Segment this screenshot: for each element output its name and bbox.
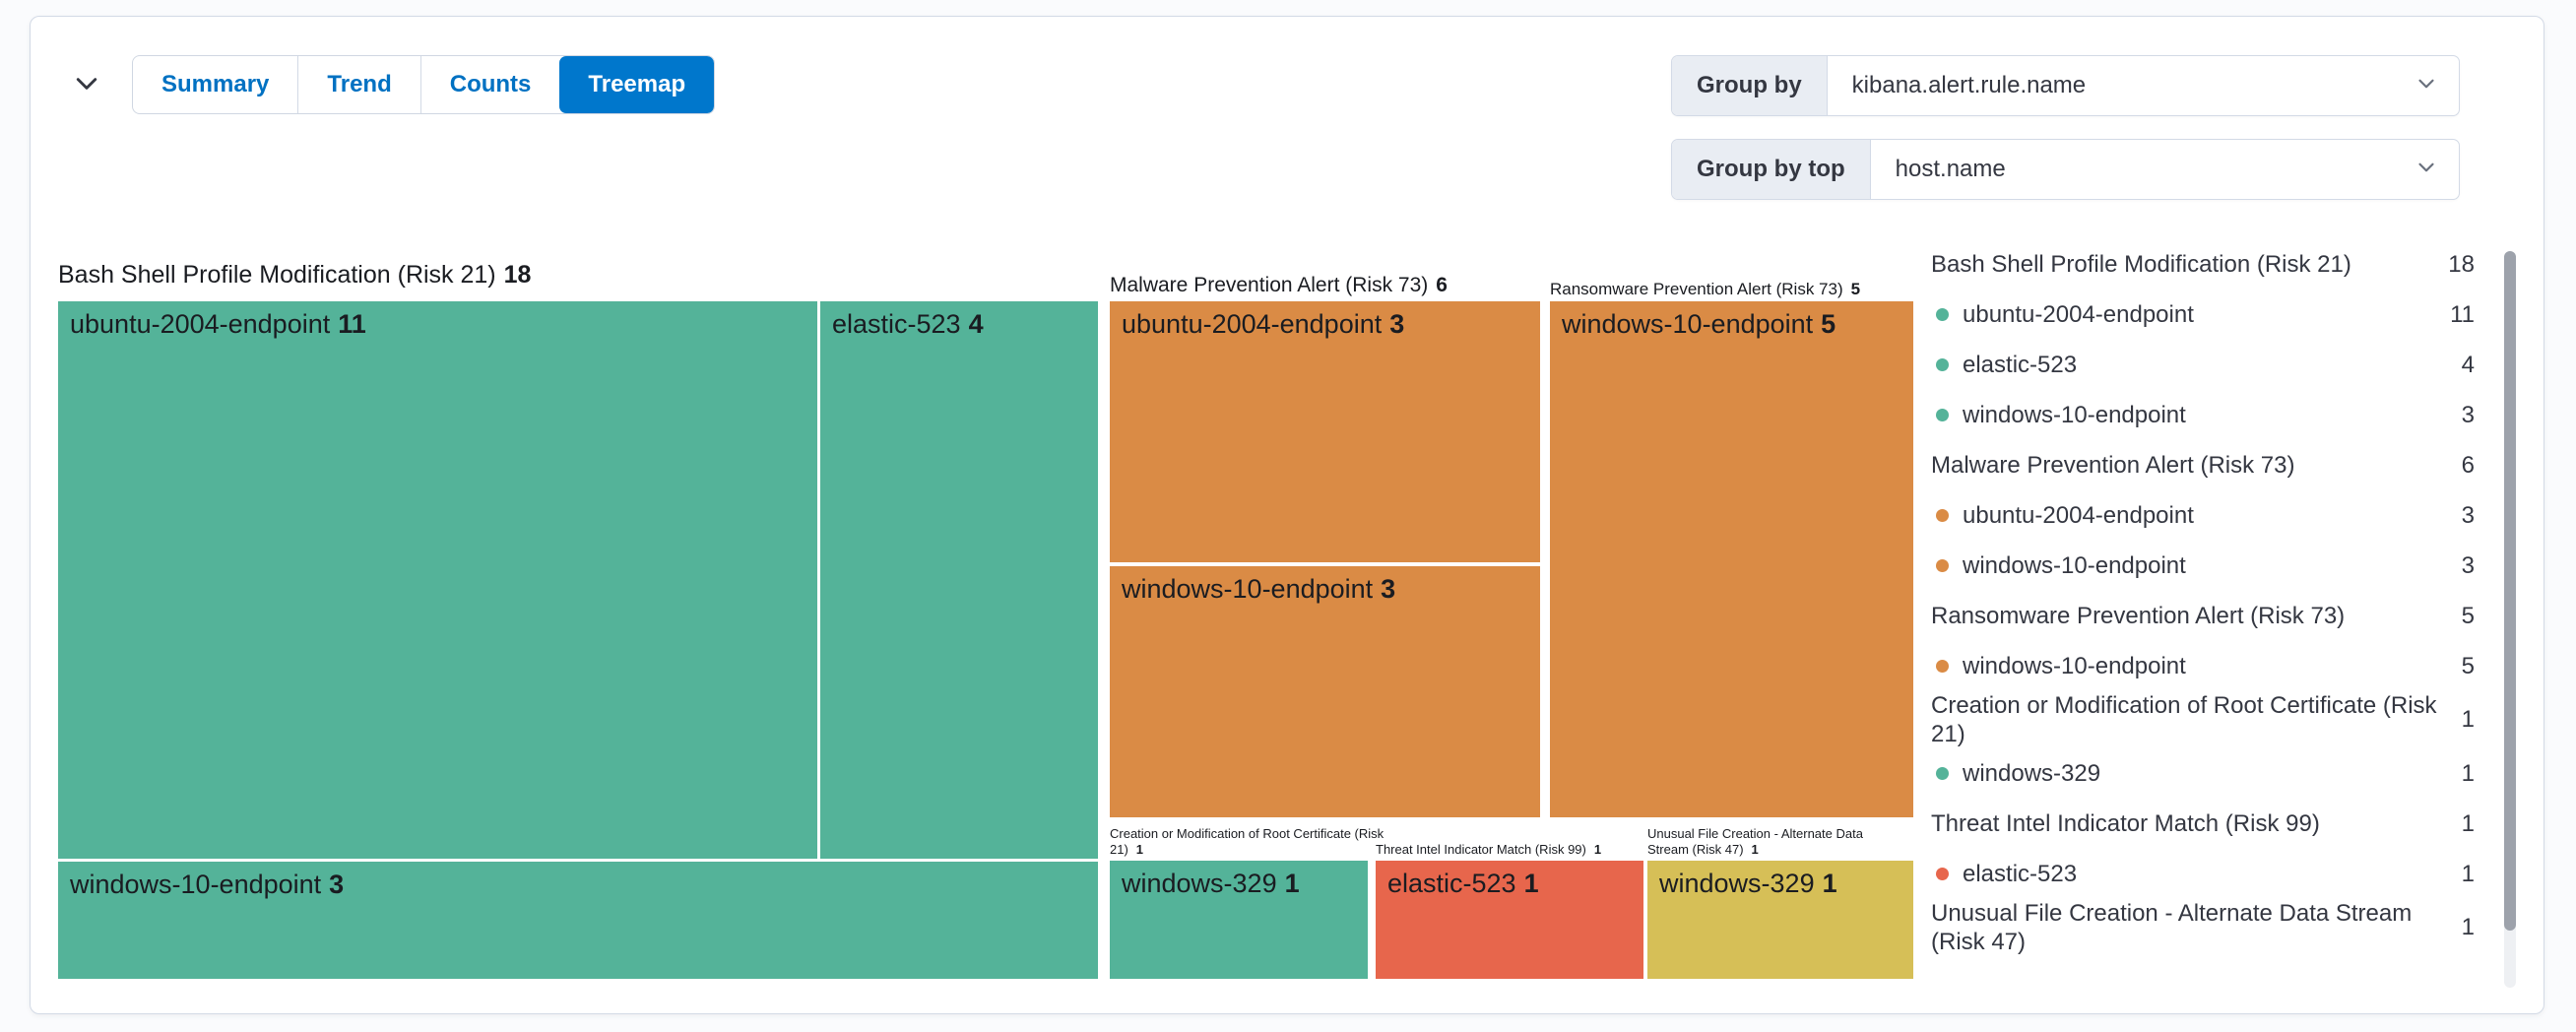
treemap-tile[interactable]: windows-329 1 [1647,861,1913,979]
legend-label: Bash Shell Profile Modification (Risk 21… [1931,251,2351,278]
tile-label: windows-10-endpoint 5 [1562,309,1836,339]
legend-count: 1 [2461,860,2475,887]
legend-count: 5 [2461,602,2475,629]
treemap-tile[interactable]: windows-10-endpoint 3 [1110,566,1540,817]
legend-group-label[interactable]: Threat Intel Indicator Match (Risk 99) 1 [1931,799,2475,849]
legend-label: Malware Prevention Alert (Risk 73) [1931,452,2295,479]
legend-color-dot [1936,509,1949,522]
legend-label: ubuntu-2004-endpoint [1963,301,2194,328]
treemap-tile[interactable]: elastic-523 4 [820,301,1098,859]
legend-count: 6 [2461,451,2475,479]
legend-count: 3 [2461,501,2475,529]
view-mode-button-group: Summary Trend Counts Treemap [132,55,716,114]
legend-label: Unusual File Creation - Alternate Data S… [1931,900,2413,955]
legend-label: Threat Intel Indicator Match (Risk 99) [1931,810,2320,837]
legend-count: 1 [2461,914,2475,940]
legend-label: windows-329 [1963,760,2101,787]
legend-item[interactable]: windows-10-endpoint 3 [1931,541,2475,591]
legend-label: windows-10-endpoint [1963,552,2186,579]
legend-item[interactable]: windows-10-endpoint 3 [1931,390,2475,440]
legend-count: 1 [2461,706,2475,733]
treemap-group-title: Threat Intel Indicator Match (Risk 99) 1 [1376,842,1602,857]
tile-label: elastic-523 4 [832,309,984,339]
chevron-down-icon [2414,155,2439,185]
legend-group-label[interactable]: Bash Shell Profile Modification (Risk 21… [1931,239,2475,290]
treemap-group-title: Unusual File Creation - Alternate Data S… [1647,826,1863,857]
tab-counts[interactable]: Counts [419,56,560,113]
legend-item[interactable]: windows-329 1 [1931,748,2475,799]
group-by-top-label: Group by top [1672,140,1871,199]
chevron-down-icon [72,69,101,101]
treemap-tile[interactable]: windows-10-endpoint 3 [58,862,1098,979]
legend-count: 4 [2461,351,2475,378]
legend-count: 3 [2461,401,2475,428]
tab-summary[interactable]: Summary [133,56,297,113]
treemap-tile[interactable]: windows-329 1 [1110,861,1368,979]
legend-group-label[interactable]: Ransomware Prevention Alert (Risk 73) 5 [1931,591,2475,641]
tab-trend[interactable]: Trend [297,56,419,113]
legend-color-dot [1936,308,1949,321]
tile-label: ubuntu-2004-endpoint 11 [70,309,366,339]
legend-count: 1 [2461,759,2475,787]
tile-label: windows-329 1 [1122,869,1300,898]
tile-label: windows-10-endpoint 3 [70,870,345,899]
legend-item[interactable]: windows-10-endpoint 5 [1931,641,2475,691]
legend-color-dot [1936,559,1949,572]
legend-count: 5 [2461,652,2475,679]
legend-item[interactable]: ubuntu-2004-endpoint 3 [1931,490,2475,541]
tab-treemap[interactable]: Treemap [559,56,715,113]
legend-count: 3 [2461,551,2475,579]
group-by-value: kibana.alert.rule.name [1851,72,2087,98]
legend-color-dot [1936,868,1949,880]
tile-label: windows-10-endpoint 3 [1122,574,1396,604]
alerts-treemap-panel: Summary Trend Counts Treemap Group by ki… [30,16,2544,1014]
legend-item[interactable]: elastic-523 1 [1931,849,2475,899]
treemap-tile[interactable]: elastic-523 1 [1376,861,1643,979]
legend-count: 11 [2450,300,2475,328]
legend-label: windows-10-endpoint [1963,402,2186,428]
legend-item[interactable]: elastic-523 4 [1931,340,2475,390]
treemap-group-title: Bash Shell Profile Modification (Risk 21… [58,261,532,289]
legend-label: Creation or Modification of Root Certifi… [1931,692,2437,747]
legend-label: Ransomware Prevention Alert (Risk 73) [1931,603,2346,629]
treemap-tile[interactable]: ubuntu-2004-endpoint 11 [58,301,817,859]
tile-label: windows-329 1 [1659,869,1837,898]
group-by-select[interactable]: Group by kibana.alert.rule.name [1671,55,2460,116]
legend-color-dot [1936,358,1949,371]
legend-count: 1 [2461,809,2475,837]
legend-color-dot [1936,409,1949,421]
group-by-top-value: host.name [1895,156,2006,182]
legend-scrollbar-thumb[interactable] [2504,251,2516,931]
legend-item[interactable]: ubuntu-2004-endpoint 11 [1931,290,2475,340]
legend-color-dot [1936,767,1949,780]
legend-label: elastic-523 [1963,861,2078,887]
treemap-group-title: Ransomware Prevention Alert (Risk 73) 5 [1550,280,1861,298]
legend: Bash Shell Profile Modification (Risk 21… [1931,239,2475,956]
treemap-group-title: Creation or Modification of Root Certifi… [1110,826,1385,857]
treemap-group-title: Malware Prevention Alert (Risk 73) 6 [1110,274,1448,296]
legend-label: elastic-523 [1963,352,2078,378]
legend-label: windows-10-endpoint [1963,653,2186,679]
legend-scrollbar[interactable] [2504,251,2516,988]
legend-group-label[interactable]: Unusual File Creation - Alternate Data S… [1931,899,2475,956]
legend-color-dot [1936,660,1949,673]
group-by-top-select[interactable]: Group by top host.name [1671,139,2460,200]
legend-group-label[interactable]: Creation or Modification of Root Certifi… [1931,691,2475,748]
legend-group-label[interactable]: Malware Prevention Alert (Risk 73) 6 [1931,440,2475,490]
legend-label: ubuntu-2004-endpoint [1963,502,2194,529]
treemap-tile[interactable]: windows-10-endpoint 5 [1550,301,1913,817]
tile-label: ubuntu-2004-endpoint 3 [1122,309,1405,339]
treemap-tile[interactable]: ubuntu-2004-endpoint 3 [1110,301,1540,562]
collapse-panel-button[interactable] [64,62,109,107]
tile-label: elastic-523 1 [1387,869,1539,898]
legend-count: 18 [2448,250,2475,278]
chevron-down-icon [2414,71,2439,101]
group-by-label: Group by [1672,56,1828,115]
